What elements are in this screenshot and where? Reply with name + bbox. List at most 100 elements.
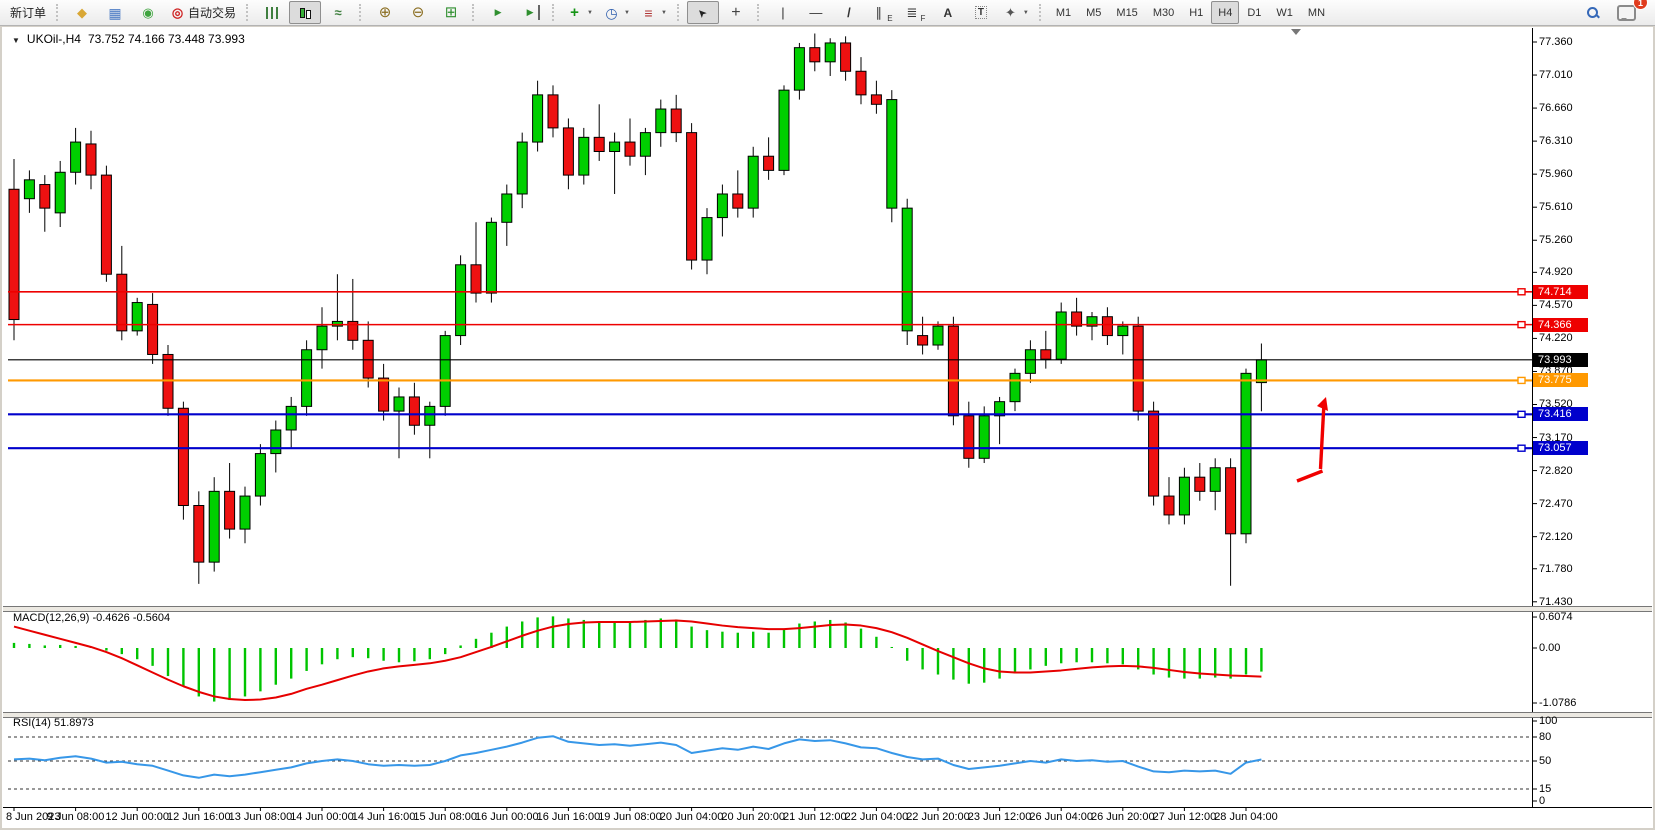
search-button[interactable] <box>1577 1 1609 24</box>
date-label: 13 Jun 08:00 <box>228 811 293 823</box>
price-tick-label: 71.780 <box>1539 562 1573 575</box>
tile-windows-button[interactable] <box>435 1 467 24</box>
date-label: 20 Jun 04:00 <box>659 811 724 823</box>
tab-timeframe-w1[interactable]: W1 <box>1276 6 1293 19</box>
chevron-down-icon: ▼ <box>587 9 593 16</box>
cursor-tool-button[interactable] <box>686 1 719 24</box>
date-label: 12 Jun 00:00 <box>105 811 169 823</box>
price-level-badge: 73.993 <box>1533 352 1588 367</box>
tile-windows-icon <box>444 5 459 20</box>
tab-timeframe-h1[interactable]: H1 <box>1189 6 1204 19</box>
date-label: 22 Jun 20:00 <box>906 811 970 823</box>
chat-icon <box>1616 4 1636 21</box>
toolbar-grip <box>552 4 557 21</box>
price-tick-label: 75.260 <box>1539 234 1573 247</box>
macd-tick-label: 0.6074 <box>1539 611 1573 624</box>
date-label: 8 Jun 2023 <box>6 811 61 823</box>
chart-shift-icon <box>523 5 540 20</box>
period-clock-button[interactable]: ▼ <box>599 1 635 24</box>
tab-timeframe-mn[interactable]: MN <box>1307 6 1326 19</box>
price-tick-label: 74.570 <box>1539 299 1573 312</box>
top-toolbar: 新订单 自动交易 ▼ ▼ ▼ E F A T ▼ M1 M5 M15 M30 H… <box>0 0 1655 26</box>
arrows-icon <box>1003 5 1018 20</box>
tab-timeframe-m5[interactable]: M5 <box>1086 6 1102 19</box>
toolbar-grip <box>676 4 682 21</box>
candlestick-chart-button[interactable] <box>289 1 322 24</box>
new-chart-button[interactable]: ▼ <box>562 1 598 24</box>
bar-chart-button[interactable] <box>256 1 288 24</box>
ohlc-values: 73.752 74.166 73.448 73.993 <box>87 32 245 46</box>
auto-trading-button[interactable]: 自动交易 <box>165 1 241 24</box>
price-tick-label: 75.610 <box>1539 201 1573 214</box>
text-tool-button[interactable]: A <box>932 1 964 24</box>
tab-timeframe-d1[interactable]: D1 <box>1247 6 1262 19</box>
rsi-tick-label: 0 <box>1539 795 1546 807</box>
date-label: 16 Jun 00:00 <box>474 811 539 823</box>
vertical-line-tool-button[interactable] <box>767 1 799 24</box>
chevron-down-icon: ▼ <box>623 9 630 16</box>
horizontal-line-tool-button[interactable] <box>800 1 832 24</box>
vertical-line-icon <box>775 5 790 20</box>
rsi-tick-label: 100 <box>1539 715 1558 727</box>
notifications-button[interactable]: 1 <box>1610 0 1648 24</box>
indicators-icon <box>641 5 656 20</box>
price-tick-label: 72.820 <box>1539 464 1573 477</box>
date-label: 26 Jun 04:00 <box>1029 811 1093 823</box>
tab-timeframe-h4[interactable]: H4 <box>1211 1 1240 24</box>
candlestick-chart-icon <box>298 6 312 20</box>
chart-shift-button[interactable] <box>515 1 547 24</box>
market-watch-icon <box>108 5 123 20</box>
zoom-out-icon <box>411 5 426 20</box>
bar-chart-icon <box>265 6 279 19</box>
rsi-indicator-label: RSI(14) 51.8973 <box>13 717 94 729</box>
equidistant-channel-tool-button[interactable]: E <box>866 1 898 24</box>
price-tick-label: 74.220 <box>1539 332 1573 345</box>
price-tick-label: 76.310 <box>1539 135 1573 148</box>
date-label: 21 Jun 12:00 <box>782 811 847 823</box>
indicators-button[interactable]: ▼ <box>636 1 672 24</box>
new-order-button[interactable]: 新订单 <box>5 1 51 24</box>
tab-timeframe-m15[interactable]: M15 <box>1116 6 1138 19</box>
toolbar-grip <box>246 4 251 21</box>
tab-timeframe-m1[interactable]: M1 <box>1055 6 1072 19</box>
zoom-in-button[interactable] <box>369 1 401 24</box>
text-label-tool-button[interactable]: T <box>965 1 997 24</box>
macd-tick-label: 0.00 <box>1539 642 1561 654</box>
line-chart-button[interactable] <box>322 1 354 24</box>
panel-splitter[interactable] <box>3 712 1652 718</box>
price-tick-label: 72.470 <box>1539 497 1573 510</box>
auto-trading-label: 自动交易 <box>188 6 237 20</box>
price-tick-label: 72.120 <box>1539 530 1573 543</box>
auto-scroll-button[interactable] <box>482 1 514 24</box>
styles-button[interactable] <box>66 1 98 24</box>
trendline-icon <box>841 5 856 20</box>
signals-button[interactable] <box>132 1 164 24</box>
search-icon <box>1586 6 1600 20</box>
toolbar-grip <box>472 4 477 21</box>
trendline-tool-button[interactable] <box>833 1 865 24</box>
toolbar-grip <box>359 4 364 21</box>
symbol-timeframe-label: UKOil-,H4 <box>26 32 81 46</box>
chart-title: UKOil-,H4 73.752 74.166 73.448 73.993 <box>12 32 245 46</box>
price-level-badge: 74.714 <box>1533 284 1588 299</box>
market-watch-button[interactable] <box>99 1 131 24</box>
zoom-in-icon <box>378 5 393 20</box>
horizontal-line-icon <box>808 5 823 20</box>
line-chart-icon <box>331 5 346 20</box>
macd-tick-label: -1.0786 <box>1539 697 1577 709</box>
rsi-tick-label: 15 <box>1539 783 1552 795</box>
equidistant-channel-icon <box>871 5 886 20</box>
rsi-tick-label: 50 <box>1539 755 1552 767</box>
crosshair-tool-button[interactable] <box>720 1 752 24</box>
auto-scroll-icon <box>491 5 506 20</box>
panel-splitter[interactable] <box>3 606 1652 612</box>
tab-timeframe-m30[interactable]: M30 <box>1152 6 1175 19</box>
auto-trading-icon <box>170 5 185 20</box>
fibonacci-tool-button[interactable]: F <box>899 1 931 24</box>
chart-window[interactable] <box>2 27 1653 828</box>
zoom-out-button[interactable] <box>402 1 434 24</box>
symbol-dropdown-icon[interactable] <box>12 32 20 46</box>
arrows-tool-button[interactable]: ▼ <box>998 1 1034 24</box>
date-label: 14 Jun 00:00 <box>290 811 354 823</box>
